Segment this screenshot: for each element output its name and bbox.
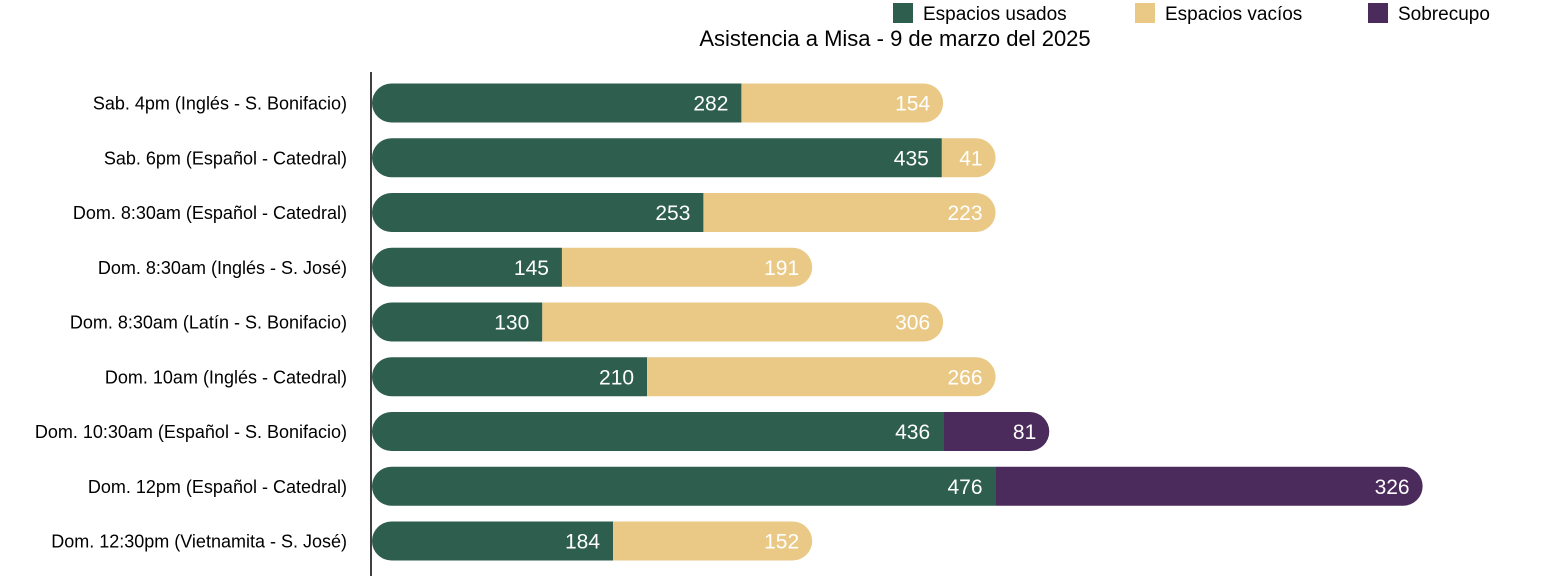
bar-value-label: 476 (948, 476, 983, 499)
bar-segment-vacios (561, 247, 813, 287)
bar-segment-usados (372, 357, 648, 397)
bar-segment-vacios (741, 83, 944, 123)
category-label: Sab. 4pm (Inglés - S. Bonifacio) (93, 94, 347, 114)
bar-segment-sobrecupo (995, 466, 1423, 506)
bar-segment-sobrecupo (943, 412, 1050, 451)
bar-value-label: 266 (948, 366, 983, 389)
bar-segment-vacios (703, 193, 996, 232)
bar-segment-vacios (542, 302, 944, 342)
labels-layer: Sab. 4pm (Inglés - S. Bonifacio) 282 154 Sa… (35, 93, 1410, 554)
bar-value-label: 191 (764, 257, 799, 280)
bar-segment-vacios (613, 521, 813, 561)
bar-segment-usados (372, 193, 704, 232)
category-label: Dom. 10:30am (Español - S. Bonifacio) (35, 422, 347, 442)
bar-value-label: 145 (514, 257, 549, 280)
legend-label-vacios: Espacios vacíos (1165, 4, 1302, 25)
bar-value-label: 130 (494, 312, 529, 335)
bar-value-label: 306 (895, 312, 930, 335)
bar-value-label: 436 (895, 421, 930, 444)
bar-value-label: 326 (1375, 476, 1410, 499)
legend-swatch-sobrecupo (1368, 3, 1388, 23)
bar-value-label: 154 (895, 93, 930, 116)
bar-segment-vacios (941, 138, 996, 178)
bar-value-label: 210 (599, 366, 634, 389)
bar-segment-vacios (647, 357, 996, 397)
category-label: Dom. 8:30am (Español - Catedral) (73, 203, 347, 223)
bar-value-label: 184 (565, 531, 600, 554)
category-label: Dom. 8:30am (Latín - S. Bonifacio) (70, 313, 347, 333)
bar-segment-usados (372, 83, 742, 123)
bar-value-label: 253 (655, 202, 690, 225)
bar-value-label: 81 (1013, 421, 1036, 444)
bar-segment-usados (372, 302, 543, 342)
category-label: Dom. 10am (Inglés - Catedral) (105, 367, 347, 387)
bar-value-label: 282 (693, 93, 728, 116)
bar-value-label: 152 (764, 531, 799, 554)
category-label: Dom. 12pm (Español - Catedral) (88, 477, 347, 497)
bar-segment-usados (372, 247, 562, 287)
legend: Espacios usados Espacios vacíos Sobrecup… (893, 3, 1490, 25)
legend-label-sobrecupo: Sobrecupo (1398, 4, 1490, 25)
bar-segment-usados (372, 138, 942, 178)
bar-value-label: 41 (959, 147, 982, 170)
bar-segment-usados (372, 521, 614, 561)
bar-value-label: 223 (948, 202, 983, 225)
category-label: Dom. 8:30am (Inglés - S. José) (98, 258, 347, 278)
legend-swatch-usados (893, 3, 913, 23)
legend-label-usados: Espacios usados (923, 4, 1067, 25)
bar-segment-usados (372, 466, 996, 506)
chart-title: Asistencia a Misa - 9 de marzo del 2025 (699, 26, 1090, 51)
bars-layer (372, 83, 1423, 561)
category-label: Sab. 6pm (Español - Catedral) (104, 148, 347, 168)
bar-segment-usados (372, 412, 944, 451)
legend-swatch-vacios (1135, 3, 1155, 23)
bar-value-label: 435 (894, 147, 929, 170)
category-label: Dom. 12:30pm (Vietnamita - S. José) (51, 532, 347, 552)
